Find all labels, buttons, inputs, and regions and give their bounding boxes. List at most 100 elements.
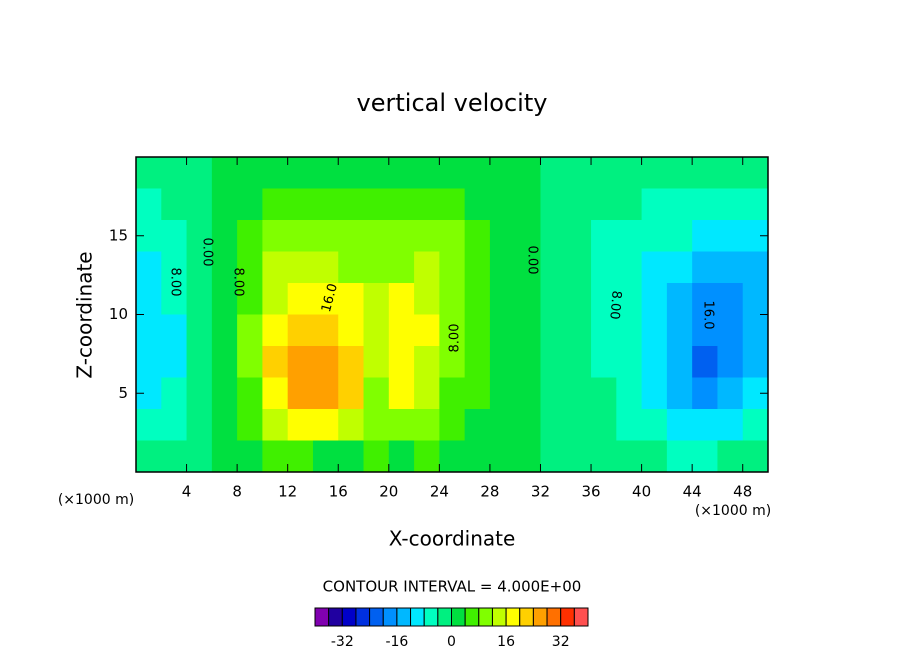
contour-cell	[591, 283, 617, 315]
contour-cell	[161, 283, 188, 315]
contour-cell	[565, 157, 592, 189]
contour-cell	[388, 188, 415, 221]
contour-cell	[287, 377, 314, 410]
contour-cell	[136, 440, 162, 473]
contour-cell	[742, 440, 769, 473]
colorbar-box	[573, 607, 589, 627]
contour-cell	[641, 251, 668, 284]
y-axis-label: Z-coordinate	[73, 251, 97, 378]
x-tick-label: 44	[683, 483, 702, 501]
contour-cell	[515, 346, 541, 378]
contour-cell	[312, 314, 339, 347]
contour-cell	[211, 409, 238, 441]
contour-cell	[262, 346, 289, 378]
contour-cell	[136, 346, 162, 378]
colorbar-box	[505, 607, 521, 627]
contour-cell	[692, 157, 718, 189]
contour-cell	[591, 377, 617, 410]
contour-cell	[161, 157, 188, 189]
contour-cell	[388, 251, 415, 284]
contour-cell	[237, 314, 263, 347]
colorbar-box	[437, 607, 453, 627]
contour-cell	[540, 251, 567, 284]
contour-cell	[237, 251, 263, 284]
contour-cell	[591, 188, 617, 221]
x-tick-label: 12	[278, 483, 297, 501]
contour-cell	[439, 157, 466, 189]
x-tick-label: 40	[632, 483, 651, 501]
contour-cell	[161, 188, 188, 221]
contour-cell	[211, 188, 238, 221]
colorbar-box	[560, 607, 575, 627]
contour-cell	[287, 251, 314, 284]
contour-cell	[666, 251, 693, 284]
contour-cell	[338, 157, 365, 189]
contour-cell	[464, 409, 491, 441]
contour-cell	[591, 409, 617, 441]
colorbar-tick-label: 16	[497, 634, 515, 650]
contour-cell	[489, 251, 516, 284]
contour-interval: CONTOUR INTERVAL = 4.000E+00	[323, 578, 582, 596]
contour-cell	[717, 440, 744, 473]
contour-cell	[388, 314, 415, 347]
contour-cell	[666, 377, 693, 410]
contour-cell	[717, 157, 744, 189]
contour-label: 16.0	[701, 301, 716, 330]
contour-cell	[666, 440, 693, 473]
contour-cell	[262, 283, 289, 315]
contour-cell	[439, 251, 466, 284]
contour-cell	[742, 314, 769, 347]
contour-cell	[439, 440, 466, 473]
contour-cell	[237, 346, 263, 378]
contour-cell	[666, 283, 693, 315]
contour-cell	[338, 346, 365, 378]
contour-cell	[136, 157, 162, 189]
contour-cell	[363, 283, 390, 315]
contour-cell	[363, 346, 390, 378]
contour-cell	[515, 440, 541, 473]
colorbar-box	[328, 607, 343, 627]
x-tick-label: 32	[531, 483, 550, 501]
colorbar-tick-label: -16	[385, 634, 408, 650]
contour-cell	[161, 314, 188, 347]
contour-cell	[414, 409, 440, 441]
contour-cell	[641, 157, 668, 189]
contour-cell	[439, 314, 466, 347]
contour-cell	[312, 157, 339, 189]
contour-cell	[641, 283, 668, 315]
contour-cell	[464, 346, 491, 378]
contour-cell	[186, 377, 213, 410]
contour-cell	[363, 251, 390, 284]
contour-cell	[489, 409, 516, 441]
contour-cell	[136, 251, 162, 284]
contour-cell	[287, 283, 314, 315]
contour-cell	[742, 283, 769, 315]
contour-cell	[464, 251, 491, 284]
contour-cell	[439, 409, 466, 441]
contour-cell	[616, 314, 643, 347]
contour-cell	[414, 346, 440, 378]
contour-cell	[641, 220, 668, 252]
contour-cell	[338, 251, 365, 284]
contour-label: 8.00	[448, 324, 463, 353]
contour-cell	[363, 188, 390, 221]
contour-cell	[641, 346, 668, 378]
contour-cell	[186, 157, 213, 189]
x-tick-label: 24	[430, 483, 449, 501]
contour-cell	[540, 377, 567, 410]
contour-cell	[363, 377, 390, 410]
contour-cell	[237, 157, 263, 189]
contour-cell	[338, 409, 365, 441]
contour-cell	[616, 188, 643, 221]
contour-cell	[591, 314, 617, 347]
contour-cell	[515, 251, 541, 284]
contour-cell	[186, 409, 213, 441]
contour-cell	[616, 220, 643, 252]
contour-cell	[161, 346, 188, 378]
colorbar-box	[532, 607, 548, 627]
contour-cell	[363, 157, 390, 189]
contour-cell	[262, 251, 289, 284]
contour-cell	[540, 440, 567, 473]
contour-cell	[388, 409, 415, 441]
